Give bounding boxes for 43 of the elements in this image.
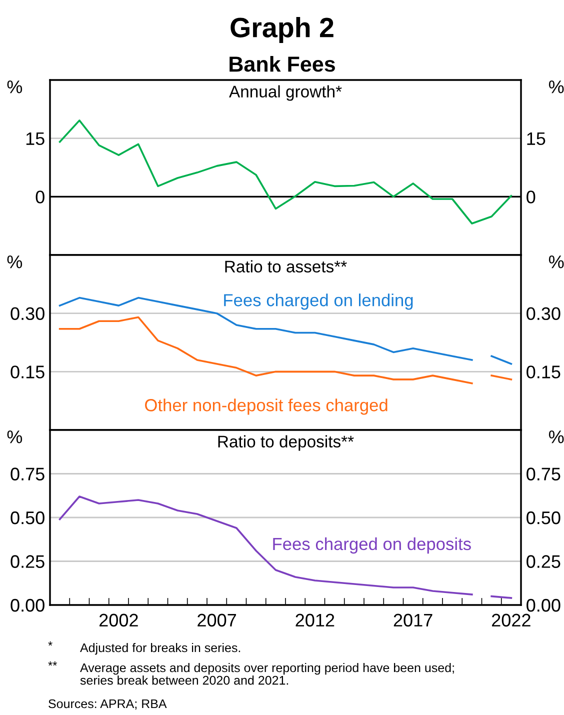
- annotation: Annual growth*: [229, 85, 342, 101]
- text: Average assets and deposits over reporting period have been used; series break between 2020 and 2021.: [80, 663, 454, 685]
- y-tick-label: 0.30: [10, 307, 44, 320]
- y2-tick-label: 0.30: [526, 307, 560, 320]
- chart-title: Ratio to deposits**: [218, 435, 354, 451]
- x-tick-label: 2007: [198, 614, 236, 627]
- series-label: Fees charged on lending: [224, 294, 413, 310]
- chart-title: Ratio to assets**: [225, 260, 347, 272]
- x-tick-label: 2012: [296, 614, 334, 627]
- x-tick-label: 2022: [492, 614, 530, 627]
- y-tick-label: 0.75: [10, 468, 44, 480]
- line-series: [58, 316, 473, 384]
- y-axis-title: %: [7, 80, 22, 94]
- x-tick-label: 2017: [394, 614, 432, 627]
- text: Adjusted for breaks in series.: [80, 643, 240, 655]
- line-series: [58, 120, 512, 224]
- y2-axis-title: %: [548, 430, 564, 444]
- y-tick-label: 0.15: [10, 366, 44, 378]
- y2-tick-label: 0.75: [526, 468, 560, 480]
- y-tick-label: 15: [26, 132, 44, 146]
- y2-tick-label: 0.25: [526, 555, 560, 568]
- y2-tick-label: 0: [526, 190, 536, 204]
- y-tick-label: 0.50: [10, 511, 44, 524]
- text: *: [48, 641, 52, 646]
- series-label: Fees charged on deposits: [273, 537, 471, 554]
- y-tick-label: 0.00: [10, 598, 44, 612]
- chart-subtitle: Bank Fees: [230, 56, 335, 72]
- y-tick-label: 0.25: [10, 555, 44, 568]
- text: **: [48, 661, 58, 666]
- y-axis-title: %: [7, 256, 22, 268]
- source-note: Sources: APRA; RBA: [48, 699, 167, 710]
- y-tick-label: 0: [36, 190, 44, 204]
- y2-tick-label: 0.50: [526, 511, 560, 524]
- y2-tick-label: 0.15: [526, 366, 560, 378]
- x-tick-label: 2002: [100, 614, 138, 627]
- y2-axis-title: %: [548, 80, 564, 94]
- y-axis-title: %: [7, 430, 22, 444]
- y2-tick-label: 15: [527, 132, 546, 146]
- y2-tick-label: 0.00: [526, 598, 560, 612]
- line-series: [58, 496, 473, 596]
- series-label: Other non-deposit fees charged: [145, 398, 388, 415]
- y2-axis-title: %: [548, 256, 564, 268]
- chart-title: Graph 2: [230, 17, 334, 43]
